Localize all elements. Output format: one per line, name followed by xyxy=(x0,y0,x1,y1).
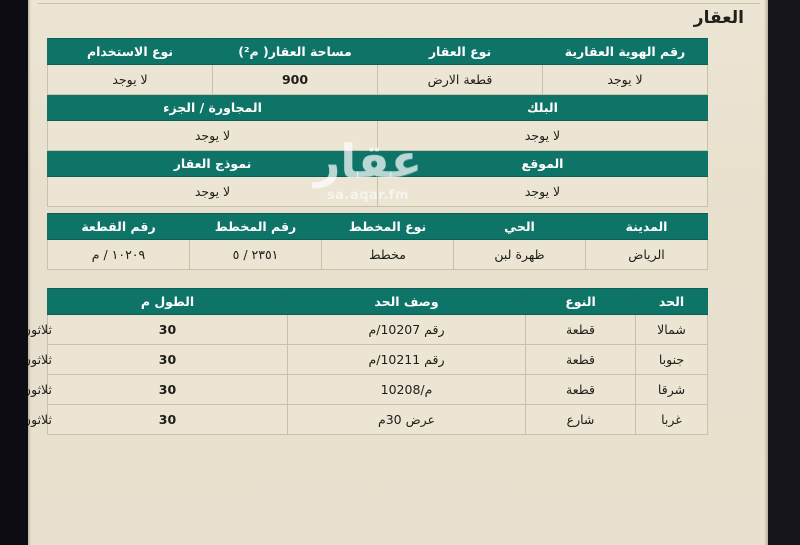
column-header-boundary-description: وصف الحد xyxy=(287,288,526,315)
viewer-right-margin xyxy=(768,0,800,545)
value-neighboring-part: لا يوجد xyxy=(47,120,378,151)
value-property-area: 900 xyxy=(212,64,378,95)
table-row: شمالا قطعة رقم 10207/م 30 ثلاثون متر xyxy=(28,314,708,345)
value-property-type: قطعة الارض xyxy=(377,64,543,95)
boundary-type-south: قطعة xyxy=(525,344,636,375)
column-header-boundary-length: الطول م xyxy=(47,288,288,315)
column-header-boundary-side: الحد xyxy=(635,288,708,315)
table-header-row: الموقع نموذج العقار xyxy=(47,150,708,177)
value-location: لا يوجد xyxy=(377,176,708,207)
table-row: الرياض ظهرة لبن مخطط ٢٣٥١ / ٥ ١٠٢٠٩ / م xyxy=(47,239,708,270)
column-header-plan-type: نوع المخطط xyxy=(321,213,454,240)
page-left-edge xyxy=(28,0,31,545)
boundary-side-north: شمالا xyxy=(635,314,708,345)
boundary-type-east: قطعة xyxy=(525,374,636,405)
value-block: لا يوجد xyxy=(377,120,708,151)
value-plan-type: مخطط xyxy=(321,239,454,270)
boundary-length-north: 30 xyxy=(47,314,288,345)
property-details-table: رقم الهوية العقارية نوع العقار مساحة الع… xyxy=(47,38,708,207)
boundary-description-south: رقم 10211/م xyxy=(287,344,526,375)
table-row: غربا شارع عرض 30م 30 ثلاثون متر xyxy=(28,404,708,435)
column-header-property-model: نموذج العقار xyxy=(47,150,378,177)
column-header-property-area: مساحة العقار( م²) xyxy=(212,38,378,65)
table-row: جنوبا قطعة رقم 10211/م 30 ثلاثون متر xyxy=(28,344,708,375)
column-header-block: البلك xyxy=(377,94,708,121)
column-header-location: الموقع xyxy=(377,150,708,177)
value-property-model: لا يوجد xyxy=(47,176,378,207)
boundaries-table: الحد النوع وصف الحد الطول م شمالا قطعة ر… xyxy=(28,288,708,435)
column-header-real-estate-id: رقم الهوية العقارية xyxy=(542,38,708,65)
boundary-type-north: قطعة xyxy=(525,314,636,345)
column-header-property-type: نوع العقار xyxy=(377,38,543,65)
boundary-side-south: جنوبا xyxy=(635,344,708,375)
page-top-rule xyxy=(38,3,760,4)
boundary-description-west: عرض 30م xyxy=(287,404,526,435)
boundary-length-east: 30 xyxy=(47,374,288,405)
value-parcel-number: ١٠٢٠٩ / م xyxy=(47,239,190,270)
column-header-district: الحي xyxy=(453,213,586,240)
value-district: ظهرة لبن xyxy=(453,239,586,270)
column-header-parcel-number: رقم القطعة xyxy=(47,213,190,240)
page-title: العقار xyxy=(693,8,744,28)
column-header-neighboring-part: المجاورة / الجزء xyxy=(47,94,378,121)
boundary-description-north: رقم 10207/م xyxy=(287,314,526,345)
plan-details-table: المدينة الحي نوع المخطط رقم المخطط رقم ا… xyxy=(47,213,708,270)
boundary-side-east: شرقا xyxy=(635,374,708,405)
table-header-row: الحد النوع وصف الحد الطول م xyxy=(47,288,708,315)
table-row: لا يوجد قطعة الارض 900 لا يوجد xyxy=(47,64,708,95)
column-header-boundary-type: النوع xyxy=(525,288,636,315)
table-row: لا يوجد لا يوجد xyxy=(47,120,708,151)
boundary-type-west: شارع xyxy=(525,404,636,435)
column-header-usage-type: نوع الاستخدام xyxy=(47,38,213,65)
table-header-row: المدينة الحي نوع المخطط رقم المخطط رقم ا… xyxy=(47,213,708,240)
column-header-city: المدينة xyxy=(585,213,708,240)
boundary-description-east: م/10208 xyxy=(287,374,526,405)
boundary-length-south: 30 xyxy=(47,344,288,375)
page-right-edge xyxy=(764,0,768,545)
viewer-left-margin xyxy=(0,0,28,545)
column-header-plan-number: رقم المخطط xyxy=(189,213,322,240)
value-plan-number: ٢٣٥١ / ٥ xyxy=(189,239,322,270)
table-row: شرقا قطعة م/10208 30 ثلاثون متر xyxy=(28,374,708,405)
table-header-row: البلك المجاورة / الجزء xyxy=(47,94,708,121)
boundary-side-west: غربا xyxy=(635,404,708,435)
boundary-length-west: 30 xyxy=(47,404,288,435)
value-city: الرياض xyxy=(585,239,708,270)
scanned-page: العقار عقار sa.aqar.fm رقم الهوية العقار… xyxy=(28,0,768,545)
value-usage-type: لا يوجد xyxy=(47,64,213,95)
table-header-row: رقم الهوية العقارية نوع العقار مساحة الع… xyxy=(47,38,708,65)
table-row: لا يوجد لا يوجد xyxy=(47,176,708,207)
value-real-estate-id: لا يوجد xyxy=(542,64,708,95)
